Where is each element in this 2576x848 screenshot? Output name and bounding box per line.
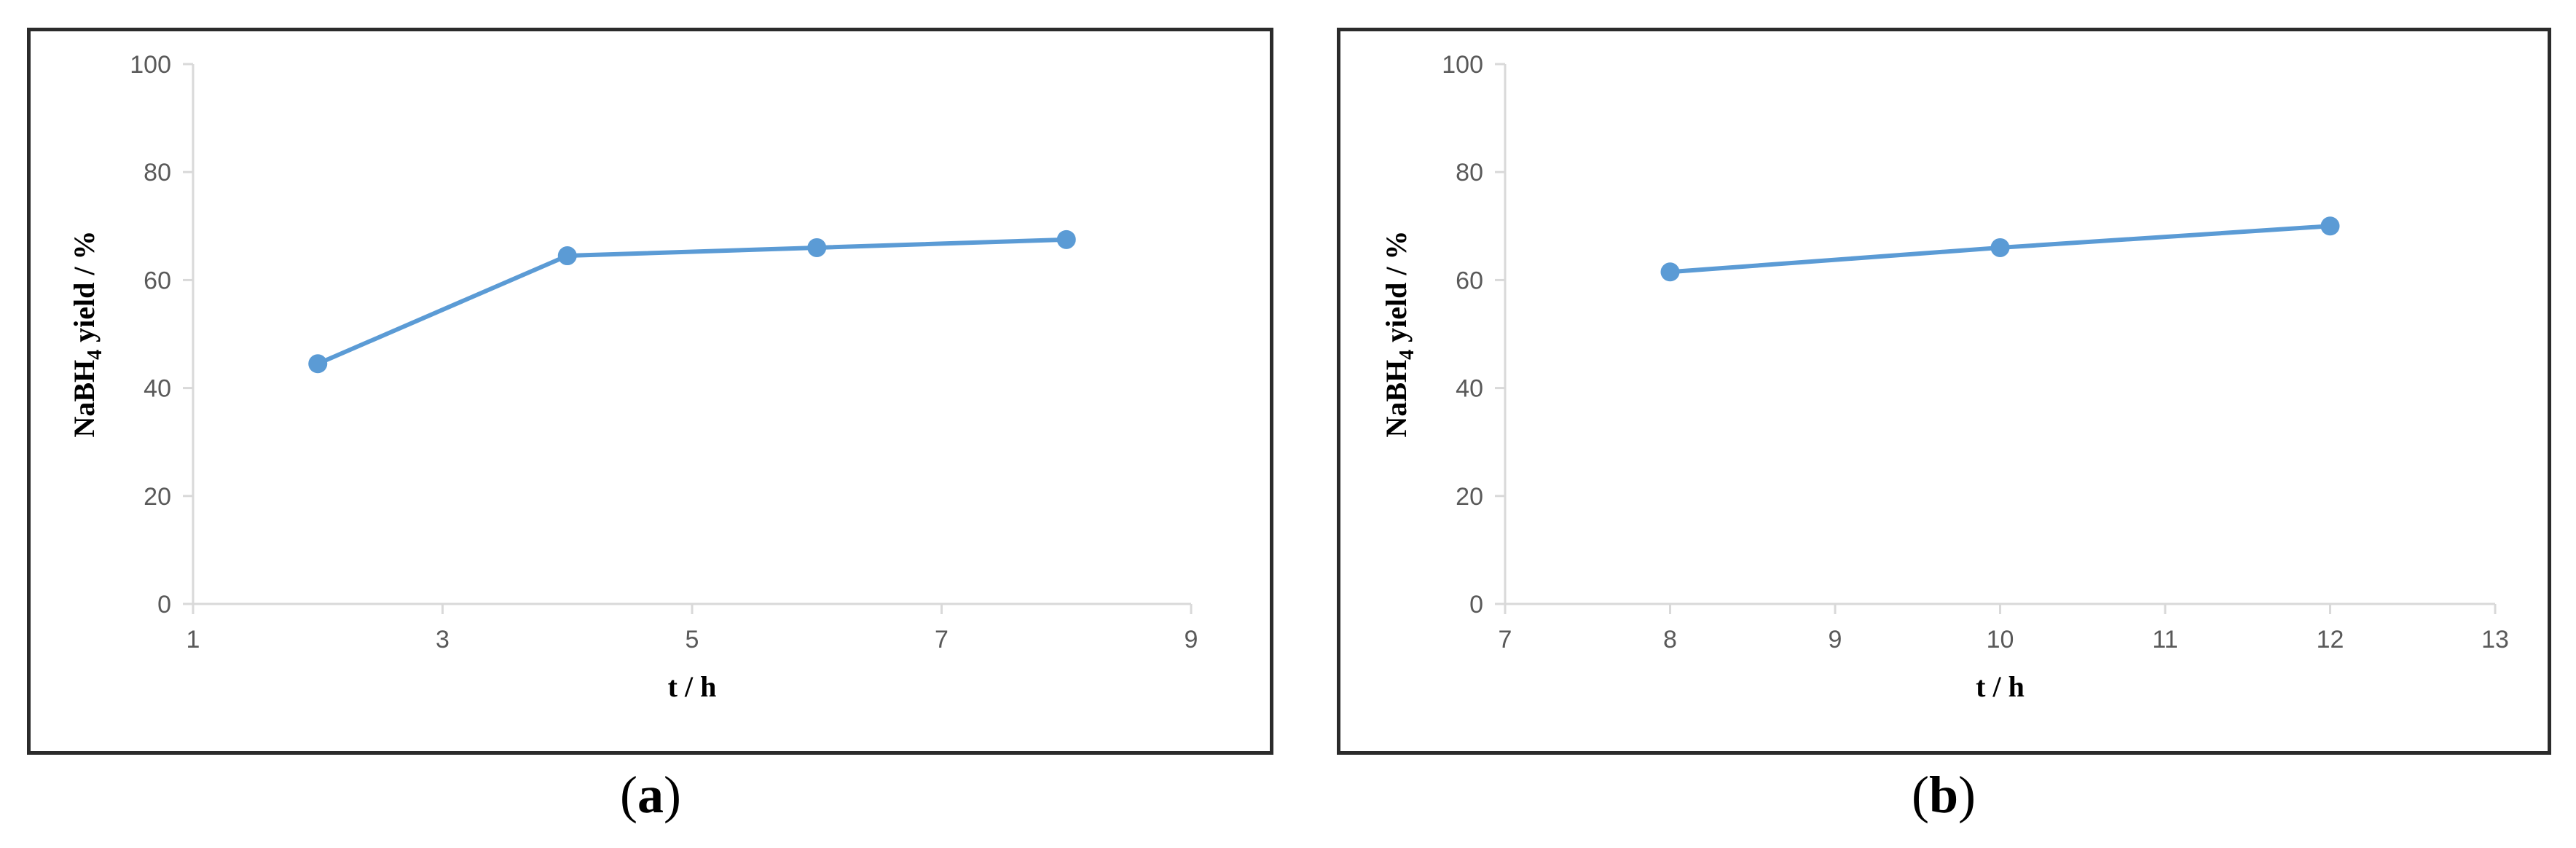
data-point [308,354,328,374]
y-axis-title: NaBH4 yield / % [1380,230,1418,437]
x-tick-label: 12 [2317,626,2344,653]
y-tick-label: 20 [1456,483,1483,511]
y-axis-title-main: NaBH [1380,360,1413,438]
x-tick-label: 9 [1829,626,1842,653]
y-axis-title: NaBH4 yield / % [68,230,106,437]
y-tick-label: 0 [157,591,171,619]
panel-label-b: (b) [1911,766,1976,824]
x-tick-label: 10 [1987,626,2014,653]
chart-b: 0 20 40 60 80 100 7 8 9 10 11 12 13 t / h NaBH4 yield … [1380,51,2509,703]
chart-b-frame [1337,28,2551,755]
x-axis-title: t / h [1976,670,2025,703]
y-tick-label: 60 [144,267,171,294]
x-tick-label: 13 [2481,626,2509,653]
x-tick-label: 8 [1663,626,1677,653]
data-point [807,237,827,257]
y-tick-label: 0 [1469,591,1483,619]
y-axis-title-rest: yield / % [68,230,101,349]
data-point [1660,262,1680,282]
x-tick-label: 3 [436,626,449,653]
chart-a-frame [27,28,1273,755]
x-tick-label: 7 [1499,626,1512,653]
y-tick-label: 100 [1442,51,1483,79]
y-tick-label: 60 [1456,267,1483,294]
data-point [1056,229,1076,249]
y-tick-label: 40 [144,375,171,403]
data-point [2320,216,2340,236]
x-axis-title: t / h [668,670,717,703]
x-tick-label: 7 [935,626,949,653]
y-tick-label: 80 [1456,159,1483,187]
x-tick-label: 1 [186,626,200,653]
y-axis-title-main: NaBH [68,360,101,438]
y-tick-label: 20 [144,483,171,511]
y-axis-title-subscript: 4 [1396,350,1418,360]
y-axis-title-rest: yield / % [1380,230,1413,349]
data-point [1990,237,2010,257]
series-line [317,237,1067,366]
y-tick-label: 80 [144,159,171,187]
y-axis-title-subscript: 4 [84,350,106,360]
chart-a: 0 20 40 60 80 100 1 3 5 7 9 t / h NaBH4 yield / % [68,51,1198,703]
data-point [557,246,577,266]
y-tick-label: 100 [130,51,171,79]
y-tick-label: 40 [1456,375,1483,403]
panel-label-a: (a) [620,766,681,824]
x-tick-label: 9 [1185,626,1198,653]
x-tick-label: 11 [2152,626,2178,653]
x-tick-label: 5 [686,626,699,653]
